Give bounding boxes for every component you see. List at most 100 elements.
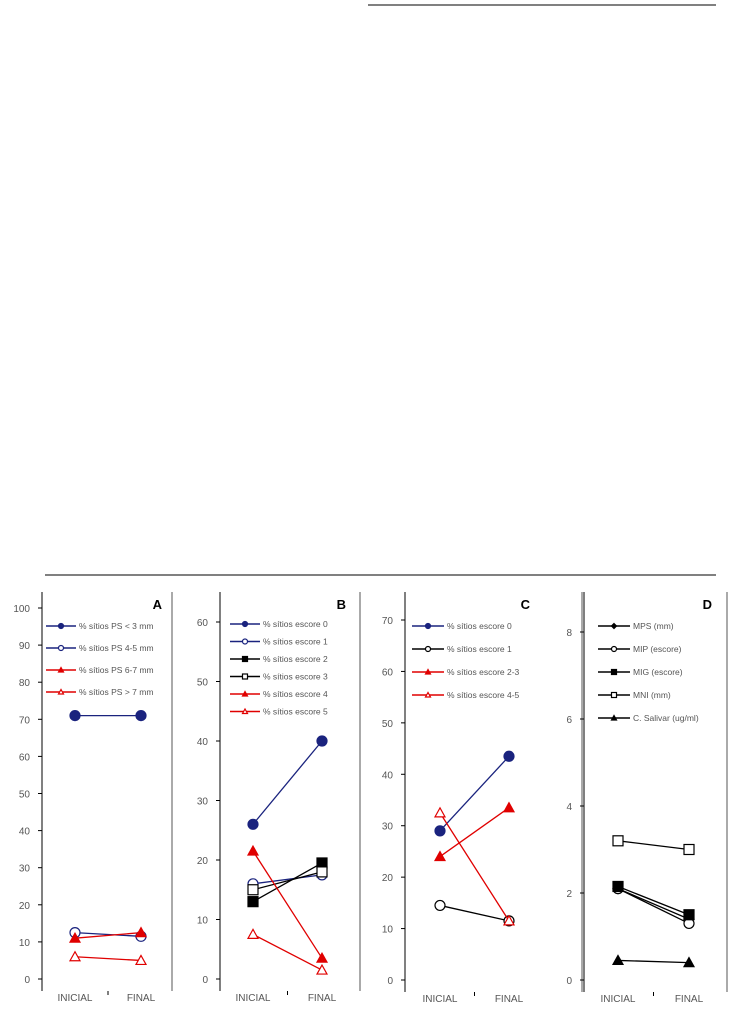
- y-tick-label: 10: [382, 925, 394, 936]
- legend-marker: [610, 668, 618, 676]
- legend-label: % sítios PS 4-5 mm: [79, 643, 154, 653]
- y-tick-label: 60: [382, 667, 394, 678]
- data-point: [503, 750, 515, 762]
- y-tick-label: 4: [566, 802, 572, 813]
- legend-marker: [57, 622, 65, 630]
- x-tick-label: INICIAL: [57, 993, 92, 1004]
- data-point: [246, 844, 260, 856]
- y-tick-label: 0: [202, 975, 208, 986]
- data-point: [315, 963, 329, 975]
- series-line: [252, 871, 323, 891]
- data-point: [682, 956, 696, 968]
- legend-marker: [424, 668, 432, 675]
- y-tick-label: 20: [197, 856, 209, 867]
- data-point: [612, 880, 624, 893]
- legend-marker: [241, 655, 249, 663]
- legend-marker: [241, 690, 249, 697]
- legend-marker: [241, 620, 249, 628]
- y-tick-label: 0: [387, 976, 393, 987]
- series-3: % sítios PS > 7 mm: [46, 687, 153, 966]
- panel-label: B: [337, 597, 346, 612]
- y-tick-label: 2: [566, 889, 572, 900]
- series-line: [439, 755, 510, 832]
- data-point: [246, 928, 260, 939]
- chart-panel-b: 0 10 20 30 40 50 60 INICIAL FINAL B % sítios escor…: [197, 592, 361, 1004]
- legend-marker: [57, 644, 65, 652]
- y-tick-label: 10: [197, 916, 209, 927]
- data-point: [502, 914, 516, 926]
- legend-marker: [424, 691, 432, 698]
- legend-marker: [241, 707, 249, 715]
- series-line: [252, 740, 323, 825]
- data-point: [433, 806, 447, 818]
- series-line: [74, 931, 142, 937]
- y-tick-label: 80: [19, 678, 31, 689]
- data-point: [68, 931, 82, 943]
- x-tick-label: FINAL: [675, 994, 704, 1005]
- legend-label: % sítios PS > 7 mm: [79, 687, 153, 697]
- series-4: % sítios escore 4: [230, 689, 329, 963]
- data-point: [434, 825, 446, 837]
- legend-label: % sítios escore 0: [447, 621, 512, 631]
- series-line: [617, 885, 690, 916]
- y-tick-label: 50: [382, 719, 394, 730]
- legend-marker: [57, 688, 65, 695]
- series-2: MIG (escore): [598, 667, 695, 921]
- y-tick-label: 90: [19, 641, 31, 652]
- series-line: [439, 807, 510, 858]
- legend-marker: [241, 673, 249, 680]
- legend-marker: [57, 666, 65, 673]
- data-point: [315, 951, 329, 963]
- y-tick-label: 30: [19, 864, 31, 875]
- series-3: MNI (mm): [598, 690, 695, 856]
- series-line: [74, 956, 142, 962]
- y-tick-label: 30: [197, 797, 209, 808]
- legend-label: % sítios escore 0: [263, 619, 328, 629]
- legend-marker: [241, 638, 249, 645]
- series-line: [252, 862, 323, 903]
- series-2: % sítios escore 2-3: [412, 667, 520, 862]
- x-tick-label: FINAL: [127, 993, 156, 1004]
- legend-marker: [424, 645, 432, 653]
- x-tick-label: FINAL: [495, 994, 524, 1005]
- y-tick-label: 40: [382, 770, 394, 781]
- data-point: [69, 709, 81, 722]
- legend-label: % sítios escore 4: [263, 689, 328, 699]
- y-tick-label: 0: [24, 975, 30, 986]
- legend-label: MPS (mm): [633, 621, 674, 631]
- data-point: [135, 709, 147, 722]
- data-point: [502, 801, 516, 813]
- legend-label: % sítios escore 1: [263, 637, 328, 647]
- y-tick-label: 8: [566, 628, 572, 639]
- legend-label: MIP (escore): [633, 644, 682, 654]
- legend-label: % sítios PS 6-7 mm: [79, 665, 154, 675]
- series-4: C. Salivar (ug/ml): [598, 713, 699, 968]
- data-point: [247, 884, 259, 896]
- y-tick-label: 40: [197, 737, 209, 748]
- x-tick-label: FINAL: [308, 993, 337, 1004]
- legend-label: % sítios escore 4-5: [447, 690, 520, 700]
- series-5: % sítios escore 5: [230, 707, 329, 975]
- legend-label: % sítios PS < 3 mm: [79, 621, 153, 631]
- panel-label: A: [153, 597, 163, 612]
- legend-marker: [610, 645, 618, 653]
- series-0: % sítios PS < 3 mm: [46, 621, 153, 722]
- data-point: [68, 950, 82, 962]
- y-tick-label: 20: [382, 873, 394, 884]
- series-line: [617, 840, 690, 851]
- data-point: [434, 899, 446, 912]
- y-tick-label: 10: [19, 938, 31, 949]
- data-point: [247, 818, 259, 830]
- data-point: [612, 835, 624, 847]
- y-tick-label: 50: [19, 790, 31, 801]
- series-line: [617, 959, 690, 964]
- y-tick-label: 30: [382, 822, 394, 833]
- y-tick-label: 60: [19, 752, 31, 763]
- data-point: [683, 909, 695, 921]
- y-tick-label: 40: [19, 827, 31, 838]
- series-0: % sítios escore 0: [230, 619, 328, 830]
- series-line: [439, 904, 510, 922]
